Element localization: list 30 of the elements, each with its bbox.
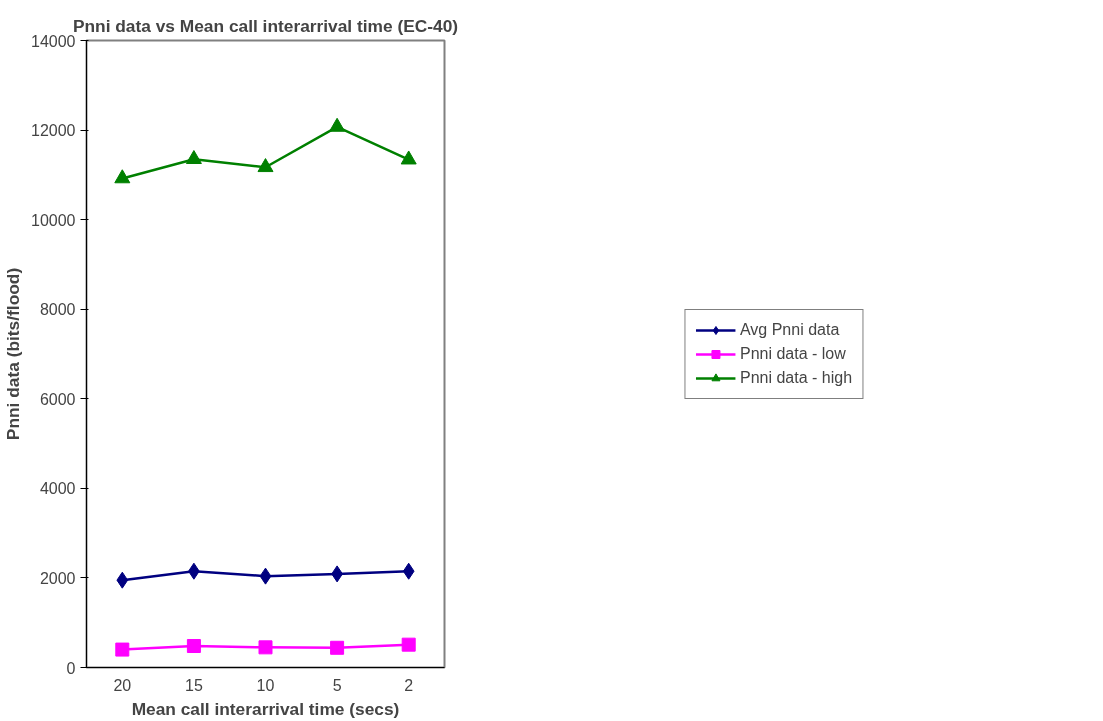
- point: [116, 571, 129, 589]
- y-tick-label: 8000: [39, 301, 76, 319]
- legend-label: Pnni data - low: [739, 344, 846, 363]
- point: [329, 117, 346, 132]
- y-tick-label: 10000: [31, 211, 76, 229]
- point: [115, 642, 130, 657]
- point: [257, 158, 274, 173]
- y-tick-label: 12000: [31, 122, 76, 140]
- y-axis-title: Pnni data (bits/flood): [3, 267, 24, 441]
- x-tick-label: 15: [185, 676, 203, 694]
- x-tick-label: 10: [256, 676, 275, 694]
- y-tick-label: 4000: [39, 480, 76, 498]
- y-tick-label: 6000: [39, 390, 76, 408]
- point: [259, 567, 272, 585]
- y-tick-label: 0: [66, 659, 76, 677]
- x-tick-label: 20: [113, 676, 132, 694]
- y-tick-label: 2000: [39, 569, 76, 587]
- point: [330, 640, 345, 655]
- x-tick-label: 2: [404, 676, 414, 694]
- point: [402, 562, 415, 580]
- point: [258, 640, 273, 655]
- legend-label: Avg Pnni data: [739, 320, 840, 339]
- point: [185, 150, 202, 165]
- point: [186, 639, 201, 653]
- x-axis-title: Mean call interarrival time (secs): [131, 698, 400, 719]
- legend-label: Pnni data - high: [739, 368, 853, 387]
- x-tick-label: 5: [332, 676, 342, 694]
- point: [401, 637, 416, 652]
- point: [114, 169, 131, 184]
- point: [400, 150, 417, 165]
